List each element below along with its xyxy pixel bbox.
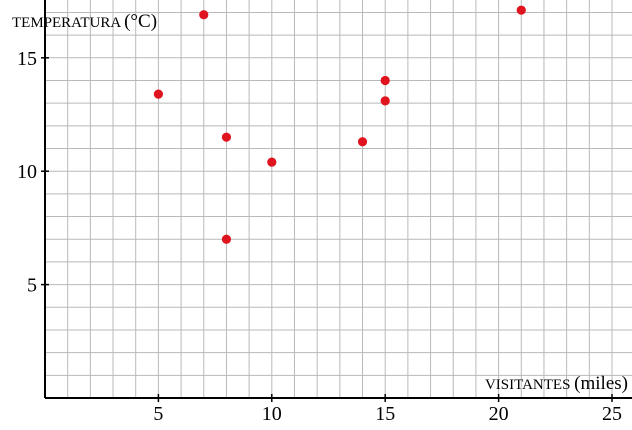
- data-point: [357, 137, 368, 147]
- y-axis-title-main: TEMPERATURA: [12, 15, 121, 31]
- y-tick-label: 15: [17, 48, 37, 70]
- x-tick-label: 10: [262, 403, 282, 425]
- y-axis-title-unit: (°C): [124, 11, 157, 32]
- data-point: [153, 89, 163, 99]
- data-point: [380, 96, 390, 106]
- y-axis-title: TEMPERATURA (°C): [12, 11, 157, 32]
- data-point: [199, 10, 209, 20]
- x-tick-label: 20: [489, 403, 509, 425]
- x-axis-title-unit: (miles): [574, 373, 628, 394]
- y-tick-label: 5: [27, 275, 37, 297]
- y-tick-label: 10: [17, 161, 37, 183]
- data-point: [221, 234, 232, 244]
- data-points: [153, 5, 526, 244]
- data-point: [267, 157, 277, 167]
- data-point: [221, 132, 232, 142]
- axes: [41, 0, 632, 402]
- data-point: [380, 75, 390, 86]
- x-tick-label: 15: [375, 403, 395, 425]
- x-tick-label: 5: [153, 403, 163, 425]
- tick-labels: 510152025510152025: [17, 48, 622, 425]
- x-axis-title-main: VISITANTES: [485, 377, 570, 393]
- x-tick-label: 25: [602, 403, 622, 425]
- data-point: [516, 5, 526, 15]
- x-axis-title: VISITANTES (miles): [485, 373, 628, 394]
- grid: [45, 0, 632, 398]
